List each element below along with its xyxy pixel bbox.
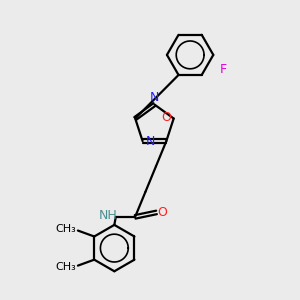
Text: CH₃: CH₃	[56, 262, 76, 272]
Text: N: N	[150, 91, 159, 103]
Text: CH₃: CH₃	[56, 224, 76, 234]
Text: F: F	[220, 63, 227, 76]
Text: NH: NH	[98, 209, 117, 222]
Text: O: O	[158, 206, 167, 219]
Text: O: O	[161, 111, 171, 124]
Text: N: N	[145, 135, 155, 148]
